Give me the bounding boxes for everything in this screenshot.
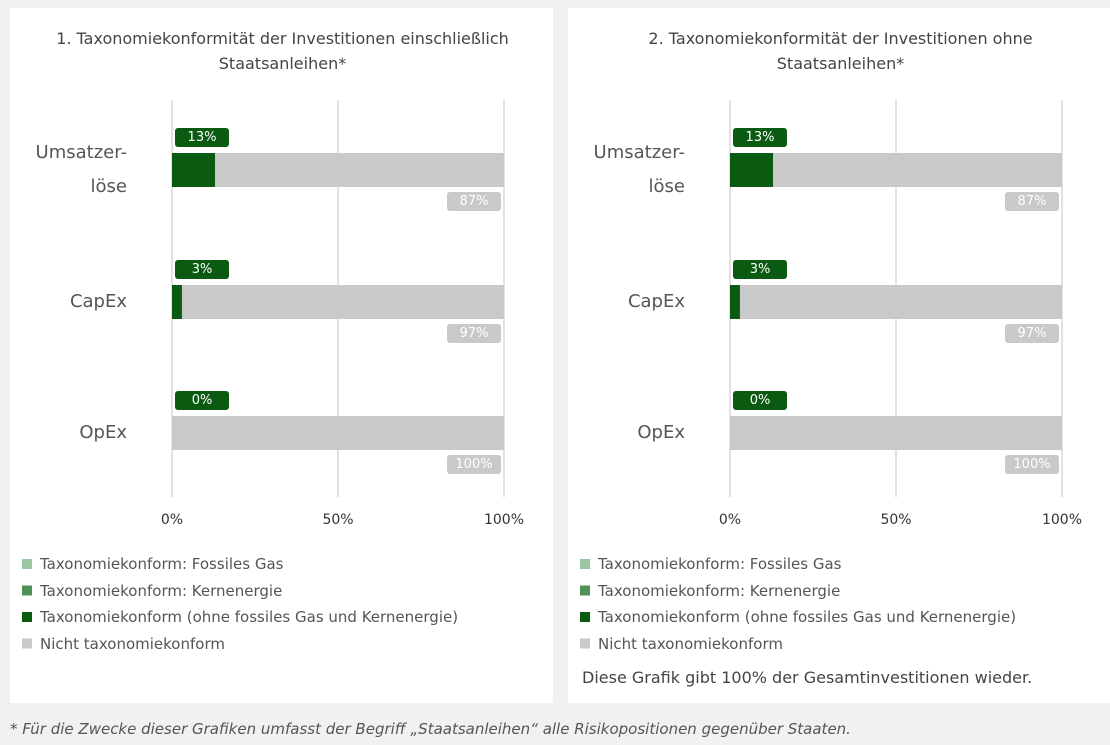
footnote: * Für die Zwecke dieser Grafiken umfasst… — [10, 720, 851, 738]
bar-segment — [215, 153, 504, 187]
data-label: 97% — [1005, 324, 1059, 343]
x-tick-label: 0% — [160, 512, 184, 528]
data-label: 100% — [447, 455, 501, 474]
x-tick-label: 50% — [322, 512, 354, 528]
legend-swatch — [22, 612, 32, 622]
legend-swatch — [580, 559, 590, 569]
legend-swatch — [580, 585, 590, 596]
legend-swatch — [580, 612, 590, 622]
chart-title: 2. Taxonomiekonformität der Investitione… — [648, 29, 1033, 73]
panel — [10, 8, 553, 703]
bar-segment — [172, 153, 216, 187]
bar-segment — [730, 416, 1062, 450]
data-label: 97% — [447, 324, 501, 343]
bar-segment — [730, 285, 740, 319]
bar-segment — [181, 285, 504, 319]
legend-swatch — [22, 638, 32, 649]
bar-segment — [172, 285, 182, 319]
x-tick-label: 100% — [483, 512, 525, 528]
data-label: 13% — [733, 128, 787, 147]
legend-label: Nicht taxonomiekonform — [598, 634, 783, 653]
legend-swatch — [580, 638, 590, 649]
note: Diese Grafik gibt 100% der Gesamtinvesti… — [582, 668, 1033, 687]
category-label: Umsatzer- löse — [35, 142, 127, 197]
data-label: 13% — [175, 128, 229, 147]
x-tick-label: 100% — [1041, 512, 1083, 528]
data-label: 0% — [733, 391, 787, 410]
legend-swatch — [22, 559, 32, 569]
data-label: 0% — [175, 391, 229, 410]
panel — [568, 8, 1110, 703]
legend-label: Nicht taxonomiekonform — [40, 634, 225, 653]
category-label: CapEx — [69, 291, 127, 312]
x-tick-label: 50% — [880, 512, 912, 528]
category-label: OpEx — [79, 422, 127, 443]
bar-segment — [773, 153, 1062, 187]
category-label: Umsatzer- löse — [593, 142, 685, 197]
legend-label: Taxonomiekonform: Fossiles Gas — [598, 555, 842, 573]
data-label: 87% — [447, 192, 501, 211]
data-label: 3% — [175, 260, 229, 279]
bar-segment — [730, 153, 774, 187]
legend-label: Taxonomiekonform (ohne fossiles Gas und … — [598, 608, 1017, 626]
bar-segment — [739, 285, 1062, 319]
legend-label: Taxonomiekonform: Kernenergie — [598, 581, 841, 600]
legend-label: Taxonomiekonform: Fossiles Gas — [40, 555, 284, 573]
legend-swatch — [22, 585, 32, 596]
x-tick-label: 0% — [718, 512, 742, 528]
chart-title: 1. Taxonomiekonformität der Investitione… — [56, 29, 509, 73]
legend-label: Taxonomiekonform: Kernenergie — [40, 581, 283, 600]
data-label: 3% — [733, 260, 787, 279]
data-label: 87% — [1005, 192, 1059, 211]
legend-label: Taxonomiekonform (ohne fossiles Gas und … — [40, 608, 459, 626]
bar-segment — [172, 416, 504, 450]
category-label: CapEx — [627, 291, 685, 312]
category-label: OpEx — [637, 422, 685, 443]
data-label: 100% — [1005, 455, 1059, 474]
